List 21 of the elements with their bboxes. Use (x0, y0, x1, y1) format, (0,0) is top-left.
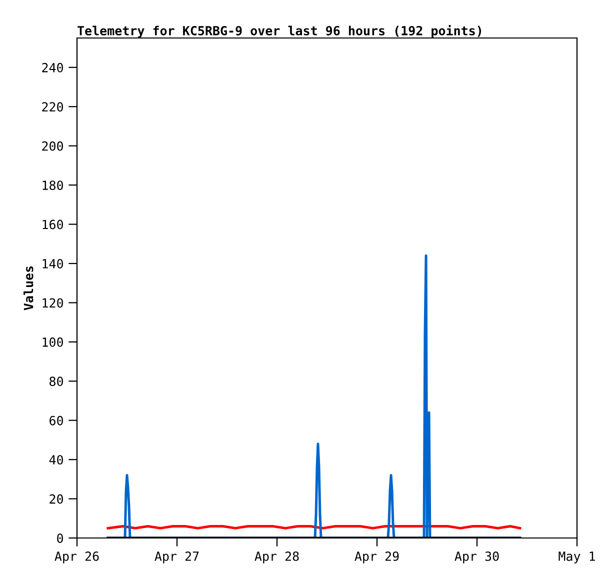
y-axis-title: Values (24, 266, 34, 310)
y-tick-label: 20 (50, 494, 63, 504)
x-tick-label: Apr 30 (454, 551, 499, 564)
y-tick-label: 220 (42, 102, 63, 112)
x-tick-label: May 1 (558, 552, 595, 564)
chart-title: Telemetry for KC5RBG-9 over last 96 hours (192 points) (78, 25, 482, 38)
x-tick-label: Apr 27 (154, 551, 199, 564)
y-tick-label: 60 (50, 416, 63, 426)
y-tick-label: 40 (49, 455, 63, 465)
x-tick-label: Apr 26 (54, 551, 99, 564)
y-tick-label: 120 (42, 298, 63, 308)
x-tick-label: Apr 29 (354, 551, 399, 564)
y-tick-label: 240 (42, 62, 63, 72)
y-tick-label: 0 (57, 534, 63, 543)
y-tick-label: 140 (42, 258, 63, 268)
x-tick-label: Apr 28 (254, 551, 299, 564)
y-tick-label: 100 (42, 337, 63, 347)
y-tick-label: 180 (42, 180, 63, 190)
y-tick-label: 80 (50, 376, 63, 386)
y-tick-label: 200 (42, 141, 63, 151)
y-tick-label: 160 (42, 220, 63, 230)
